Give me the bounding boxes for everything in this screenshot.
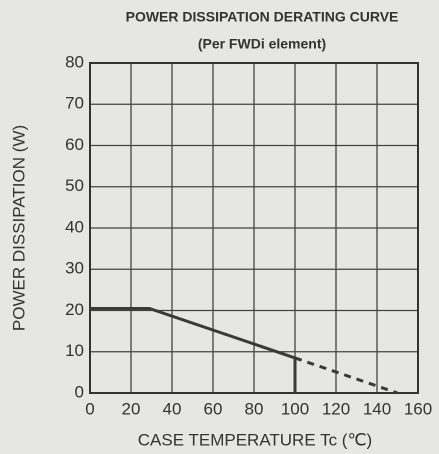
y-tick-label: 10	[65, 341, 84, 360]
y-tick-label: 50	[65, 176, 84, 195]
x-tick-label: 60	[204, 399, 223, 418]
y-tick-label: 60	[65, 135, 84, 154]
y-tick-label: 30	[65, 259, 84, 278]
chart-subtitle: (Per FWDi element)	[198, 36, 326, 52]
x-tick-label: 80	[245, 399, 264, 418]
x-tick-label: 40	[163, 399, 182, 418]
x-tick-label: 160	[404, 399, 432, 418]
x-tick-label: 120	[322, 399, 350, 418]
x-tick-label: 0	[85, 399, 94, 418]
line	[294, 356, 398, 395]
y-axis-label: POWER DISSIPATION (W)	[9, 125, 28, 331]
x-axis-label: CASE TEMPERATURE Tc (℃)	[138, 430, 372, 449]
y-tick-label: 0	[75, 382, 84, 401]
y-tick-label: 20	[65, 300, 84, 319]
y-tick-label: 70	[65, 94, 84, 113]
plot-frame	[89, 62, 419, 394]
x-tick-label: 100	[281, 399, 309, 418]
chart-title: POWER DISSIPATION DERATING CURVE	[126, 9, 399, 25]
x-tick-label: 140	[363, 399, 391, 418]
y-tick-label: 80	[65, 52, 84, 71]
y-tick-label: 40	[65, 217, 84, 236]
line	[90, 306, 297, 393]
x-tick-label: 20	[122, 399, 141, 418]
